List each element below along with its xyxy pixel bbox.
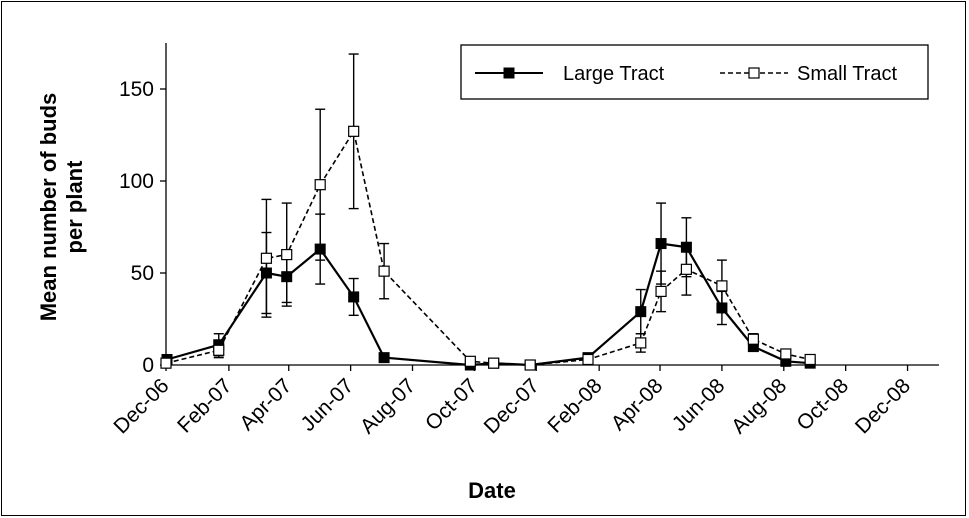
y-tick-label: 50: [131, 262, 154, 285]
data-point-large-tract: [635, 306, 647, 318]
x-tick-label: Dec-06: [109, 374, 173, 438]
series-small-tract: [160, 53, 816, 371]
data-point-small-tract: [655, 285, 667, 297]
y-axis-title-line-1: Mean number of buds: [36, 93, 61, 322]
data-point-small-tract: [524, 359, 536, 371]
data-point-small-tract: [804, 353, 816, 366]
data-point-small-tract: [747, 333, 759, 345]
y-tick-label: 150: [119, 78, 154, 101]
y-axis-title: Mean number of buds per plant: [36, 93, 87, 322]
data-point-small-tract: [635, 337, 647, 349]
data-point-small-tract: [281, 249, 293, 261]
x-tick-label: Aug-07: [356, 374, 420, 438]
data-point-small-tract: [213, 344, 225, 356]
x-tick-label: Feb-08: [543, 374, 606, 437]
legend-marker-small-tract: [748, 67, 760, 79]
x-tick-label: Oct-08: [792, 374, 853, 435]
x-tick-label: Dec-07: [480, 374, 544, 438]
data-point-small-tract: [488, 357, 500, 369]
legend-marker-large-tract: [503, 67, 515, 79]
legend-label-large-tract: Large Tract: [563, 63, 665, 85]
x-tick-label: Dec-08: [851, 374, 915, 438]
data-point-small-tract: [160, 357, 172, 369]
data-point-small-tract: [348, 125, 360, 137]
series-line-small-tract: [165, 129, 811, 366]
x-tick-label: Apr-07: [235, 374, 296, 435]
y-tick-label: 0: [142, 354, 154, 377]
data-point-small-tract: [780, 348, 792, 360]
x-axis-title: Date: [468, 478, 516, 503]
data-point-large-tract: [348, 291, 360, 303]
data-point-small-tract: [464, 355, 476, 367]
data-point-small-tract: [680, 263, 693, 275]
data-point-large-tract: [655, 238, 667, 250]
y-tick-label: 100: [119, 170, 154, 193]
x-tick-label: Jun-08: [668, 374, 730, 436]
data-point-small-tract: [314, 179, 326, 191]
legend-label-small-tract: Small Tract: [797, 63, 897, 85]
data-point-large-tract: [378, 352, 390, 364]
x-tick-label: Oct-07: [421, 374, 482, 435]
x-tick-label: Feb-07: [173, 374, 236, 437]
legend: Large Tract Small Tract: [460, 44, 929, 100]
x-tick-label: Jun-07: [296, 374, 358, 436]
data-point-small-tract: [260, 252, 273, 264]
x-tick-label: Apr-08: [607, 374, 668, 435]
data-point-small-tract: [378, 265, 390, 277]
data-point-small-tract: [716, 280, 728, 292]
y-axis-title-line-2: per plant: [62, 160, 87, 254]
x-tick-label: Aug-08: [727, 374, 791, 438]
data-point-small-tract: [582, 353, 594, 366]
series-layer: [160, 53, 816, 371]
